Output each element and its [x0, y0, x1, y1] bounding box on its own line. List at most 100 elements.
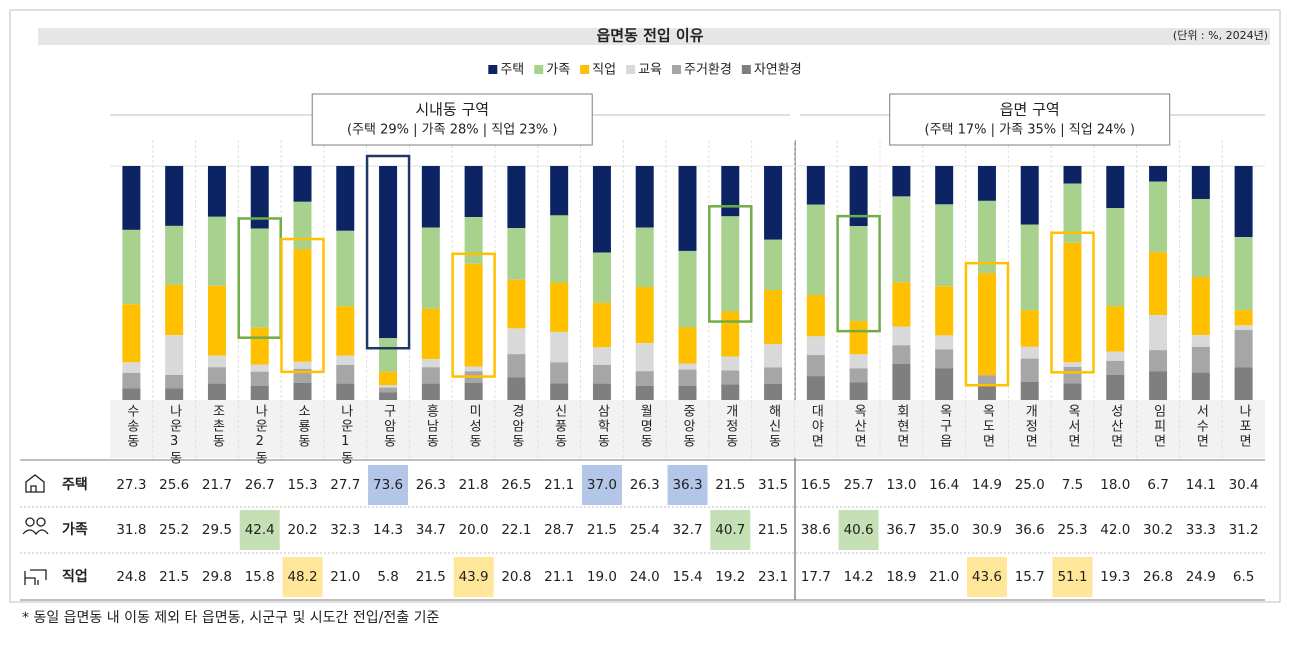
- bar-segment: [1149, 252, 1168, 316]
- bar-segment: [849, 354, 868, 369]
- table-value: 18.0: [1100, 477, 1130, 493]
- bar-segment: [1191, 198, 1210, 277]
- bar-segment: [507, 228, 526, 280]
- table-value: 14.3: [373, 522, 403, 538]
- bar-segment: [635, 227, 654, 287]
- row-label: 직업: [62, 568, 88, 585]
- group-summary: (주택 29% | 가족 28% | 직업 23% ): [347, 123, 557, 138]
- table-value: 31.8: [116, 522, 146, 538]
- bar-segment: [1020, 224, 1039, 311]
- category-label: 성산면: [1108, 404, 1123, 449]
- highlight-outline: [451, 252, 496, 378]
- bar-segment: [764, 166, 783, 240]
- table-value: 40.7: [715, 522, 745, 538]
- category-label: 옥구읍: [937, 404, 952, 449]
- bar-segment: [892, 345, 911, 364]
- bar-segment: [1191, 166, 1210, 199]
- people-icon: [22, 529, 49, 536]
- category-label: 나운1동: [338, 404, 353, 466]
- bar-segment: [721, 166, 740, 217]
- bar-segment: [122, 304, 141, 363]
- table-value: 25.7: [844, 477, 874, 493]
- bar-segment: [336, 166, 355, 231]
- category-label: 옥산면: [851, 404, 866, 449]
- legend-swatch: [488, 65, 498, 74]
- category-label: 흥남동: [423, 404, 438, 449]
- bar-segment: [935, 204, 954, 287]
- bar-segment: [421, 367, 440, 384]
- highlight-outline: [365, 154, 411, 350]
- category-label: 임피면: [1151, 404, 1166, 449]
- table-value: 51.1: [1057, 569, 1087, 585]
- legend-label: 직업: [592, 63, 616, 78]
- highlight-outline: [964, 261, 1010, 387]
- bar-segment: [635, 385, 654, 400]
- bar-segment: [1106, 351, 1125, 361]
- bar-segment: [336, 383, 355, 400]
- table-value: 15.4: [672, 569, 702, 585]
- table-value: 38.6: [801, 522, 831, 538]
- table-value: 20.0: [459, 522, 489, 538]
- bar-segment: [1063, 383, 1082, 400]
- bar-segment: [635, 371, 654, 386]
- bar-segment: [1234, 367, 1253, 400]
- bar-segment: [935, 368, 954, 400]
- bar-segment: [849, 368, 868, 383]
- bar-segment: [550, 215, 569, 283]
- table-value: 43.6: [972, 569, 1002, 585]
- highlight-outline: [708, 205, 753, 323]
- table-value: 22.1: [501, 522, 531, 538]
- cell-highlight: [838, 510, 879, 550]
- bar-segment: [122, 229, 141, 305]
- bar-segment: [165, 374, 184, 389]
- highlight-outline: [836, 214, 881, 333]
- category-label: 대야면: [808, 404, 823, 449]
- bar-segment: [806, 336, 825, 356]
- bar-segment: [250, 364, 269, 372]
- table-value: 26.3: [630, 477, 660, 493]
- table-value: 26.5: [501, 477, 531, 493]
- bar-segment: [1191, 276, 1210, 336]
- category-label: 미성동: [466, 404, 481, 449]
- category-label: 옥도면: [979, 404, 994, 449]
- legend-label: 가족: [546, 63, 570, 78]
- category-label: 경암동: [509, 404, 524, 449]
- bar-segment: [421, 227, 440, 309]
- group-name: 읍면 구역: [1000, 101, 1060, 119]
- table-value: 29.5: [202, 522, 232, 538]
- cell-highlight: [453, 557, 494, 597]
- bar-segment: [764, 367, 783, 384]
- bar-segment: [207, 355, 226, 368]
- bar-segment: [721, 384, 740, 400]
- table-value: 43.9: [459, 569, 489, 585]
- bar-segment: [892, 282, 911, 327]
- bar-segment: [678, 250, 697, 328]
- bar-segment: [207, 216, 226, 286]
- bar-segment: [1106, 360, 1125, 375]
- category-label: 옥서면: [1065, 404, 1080, 449]
- label-band: [110, 400, 1265, 458]
- bar-segment: [977, 375, 996, 385]
- bar-segment: [892, 326, 911, 346]
- bar-segment: [721, 216, 740, 312]
- table-value: 35.0: [929, 522, 959, 538]
- bar-segment: [165, 225, 184, 285]
- table-value: 29.8: [202, 569, 232, 585]
- bar-segment: [935, 335, 954, 350]
- legend-label: 자연환경: [754, 63, 802, 78]
- category-label: 개정면: [1022, 404, 1037, 449]
- bar-segment: [1106, 306, 1125, 352]
- frame: [9, 9, 1281, 603]
- bar-segment: [379, 371, 398, 386]
- bar-segment: [421, 166, 440, 228]
- table-value: 34.7: [416, 522, 446, 538]
- legend-swatch: [580, 65, 590, 74]
- highlight-outline: [280, 237, 325, 374]
- table-value: 14.2: [844, 569, 874, 585]
- bar-segment: [592, 252, 611, 303]
- bar-segment: [293, 249, 312, 362]
- bar-segment: [336, 306, 355, 356]
- table-value: 24.9: [1186, 569, 1216, 585]
- category-label: 중앙동: [680, 404, 695, 449]
